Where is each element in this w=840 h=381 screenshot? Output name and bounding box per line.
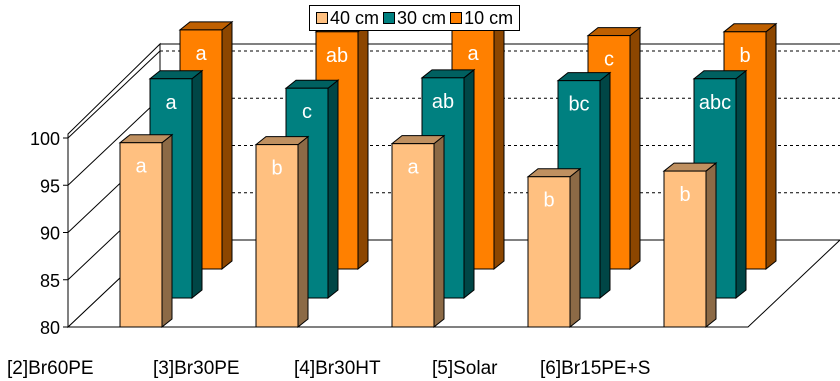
legend-item-30cm: 30 cm: [383, 8, 446, 29]
bar-top: [556, 72, 612, 82]
bar-top: [586, 27, 642, 37]
bar-top: [722, 23, 778, 33]
side-gridline: [67, 97, 161, 186]
bar-label: b: [543, 190, 554, 212]
x-category-label: [6]Br15PE+S: [540, 358, 650, 379]
x-category-label: [3]Br30PE: [153, 358, 240, 379]
bar-front: [663, 170, 707, 328]
legend-label-40cm: 40 cm: [330, 7, 380, 28]
bar-label: a: [165, 92, 177, 114]
bar-label: bc: [568, 94, 589, 116]
x-category-label: [2]Br60PE: [7, 358, 94, 379]
bar-side: [463, 68, 475, 300]
bar-label: c: [302, 101, 312, 123]
legend-label-10cm: 10 cm: [464, 7, 514, 28]
y-axis: 80 85 90 95 100: [30, 129, 68, 338]
bar-top: [284, 79, 340, 89]
bar-side: [735, 69, 747, 300]
bar-side: [629, 26, 641, 271]
bar-top: [692, 70, 748, 80]
y-tick-label: 85: [40, 271, 60, 291]
bar-side: [493, 20, 505, 271]
bar-side: [705, 162, 717, 329]
legend: 40 cm 30 cm 10 cm: [309, 5, 521, 31]
bar-40-cm-2-br60pe: a: [118, 133, 174, 329]
bar-front: [119, 142, 163, 328]
bar-40-cm-5-solar: b: [526, 167, 582, 329]
bar-label: c: [604, 49, 614, 71]
bar-top: [254, 136, 310, 146]
bar-front: [255, 144, 299, 328]
bar-side: [765, 22, 777, 271]
bar-label: b: [679, 184, 690, 206]
bar-label: abc: [699, 92, 731, 114]
bar-label: ab: [326, 45, 348, 67]
bar-top: [526, 168, 582, 178]
y-tick-label: 80: [40, 318, 60, 338]
bar-label: a: [407, 157, 419, 179]
bar-40-cm-4-br30ht: a: [390, 134, 446, 329]
bar-top: [148, 70, 204, 80]
x-axis: [2]Br60PE [3]Br30PE [4]Br30HT [5]Solar [6]Br…: [7, 358, 650, 379]
bar-40-cm-3-br30pe: b: [254, 135, 310, 329]
bar-top: [420, 69, 476, 79]
bar-40-cm-6-br15pe-s: b: [662, 162, 718, 329]
legend-swatch-40cm: [316, 12, 328, 24]
bar-top: [390, 135, 446, 145]
y-tick-label: 95: [40, 176, 60, 196]
legend-swatch-30cm: [383, 12, 396, 24]
side-gridline: [67, 50, 161, 139]
x-category-label: [5]Solar: [432, 358, 498, 379]
bar-side: [357, 22, 369, 271]
bar-side: [221, 20, 233, 271]
y-tick-label: 90: [40, 224, 60, 244]
legend-item-40cm: 40 cm: [316, 8, 379, 29]
bar-top: [118, 134, 174, 144]
bar-side: [161, 133, 173, 329]
legend-swatch-10cm: [450, 12, 463, 24]
bar-label: a: [467, 43, 479, 65]
bar-top: [662, 162, 718, 172]
bar-side: [569, 167, 581, 329]
y-tick-label: 100: [30, 129, 60, 149]
bar-side: [327, 79, 339, 300]
bar-label: a: [195, 43, 207, 65]
bar-front: [527, 176, 571, 328]
bar-side: [191, 69, 203, 300]
bar-front: [391, 143, 435, 328]
bar-top: [178, 21, 234, 31]
bar-label: b: [271, 158, 282, 180]
bar-label: a: [135, 156, 147, 178]
legend-item-10cm: 10 cm: [450, 8, 513, 29]
legend-label-30cm: 30 cm: [397, 7, 447, 28]
bar-label: b: [739, 45, 750, 67]
x-category-label: [4]Br30HT: [294, 358, 381, 379]
bar-side: [297, 135, 309, 329]
bar-label: ab: [432, 91, 454, 113]
bar-side: [599, 71, 611, 300]
bar-side: [433, 134, 445, 329]
